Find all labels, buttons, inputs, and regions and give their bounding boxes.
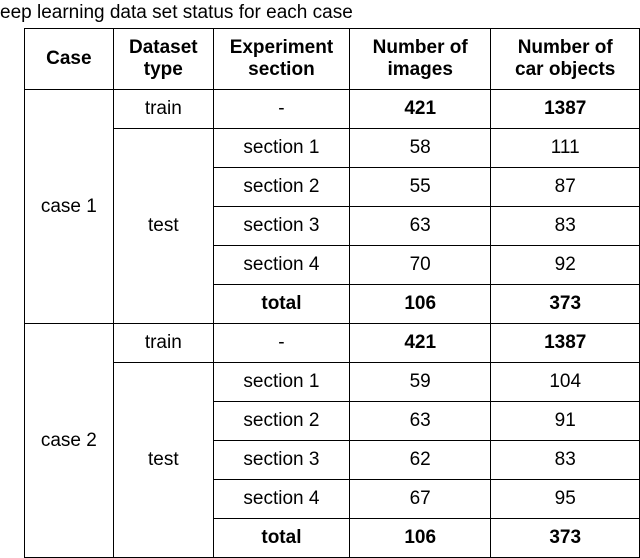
cell-exp: section 2 (213, 168, 349, 207)
cell-case-name: case 2 (25, 324, 114, 558)
cell-images: 421 (349, 324, 490, 363)
cell-objects: 92 (491, 246, 640, 285)
cell-exp: section 4 (213, 246, 349, 285)
cell-images: 67 (349, 480, 490, 519)
cell-exp: section 3 (213, 207, 349, 246)
cell-dataset-type: train (113, 324, 213, 363)
cell-dataset-type: test (113, 129, 213, 324)
cell-images: 106 (349, 519, 490, 558)
cell-objects: 83 (491, 207, 640, 246)
cell-exp: section 1 (213, 129, 349, 168)
cell-images: 106 (349, 285, 490, 324)
cell-objects: 373 (491, 519, 640, 558)
cell-objects: 111 (491, 129, 640, 168)
table-row: case 1 train - 421 1387 (25, 90, 640, 129)
table-row: test section 1 59 104 (25, 363, 640, 402)
cell-exp: total (213, 285, 349, 324)
col-header-objects: Number of car objects (491, 29, 640, 90)
cell-objects: 1387 (491, 90, 640, 129)
cell-images: 59 (349, 363, 490, 402)
col-header-exp: Experiment section (213, 29, 349, 90)
cell-exp: section 2 (213, 402, 349, 441)
cell-dataset-type: train (113, 90, 213, 129)
cell-images: 62 (349, 441, 490, 480)
table-row: case 2 train - 421 1387 (25, 324, 640, 363)
table-row: test section 1 58 111 (25, 129, 640, 168)
cell-exp: section 4 (213, 480, 349, 519)
dataset-status-table: Case Dataset type Experiment section Num… (24, 28, 640, 558)
cell-objects: 91 (491, 402, 640, 441)
cell-objects: 83 (491, 441, 640, 480)
cell-objects: 373 (491, 285, 640, 324)
cell-images: 63 (349, 402, 490, 441)
col-header-images: Number of images (349, 29, 490, 90)
cell-exp: section 1 (213, 363, 349, 402)
table-caption: eep learning data set status for each ca… (0, 0, 640, 28)
cell-images: 58 (349, 129, 490, 168)
cell-dataset-type: test (113, 363, 213, 558)
cell-images: 55 (349, 168, 490, 207)
cell-images: 63 (349, 207, 490, 246)
cell-exp: - (213, 324, 349, 363)
cell-exp: total (213, 519, 349, 558)
cell-images: 70 (349, 246, 490, 285)
cell-exp: section 3 (213, 441, 349, 480)
cell-exp: - (213, 90, 349, 129)
cell-objects: 104 (491, 363, 640, 402)
cell-case-name: case 1 (25, 90, 114, 324)
cell-images: 421 (349, 90, 490, 129)
cell-objects: 95 (491, 480, 640, 519)
cell-objects: 87 (491, 168, 640, 207)
col-header-dataset: Dataset type (113, 29, 213, 90)
table-header-row: Case Dataset type Experiment section Num… (25, 29, 640, 90)
cell-objects: 1387 (491, 324, 640, 363)
col-header-case: Case (25, 29, 114, 90)
